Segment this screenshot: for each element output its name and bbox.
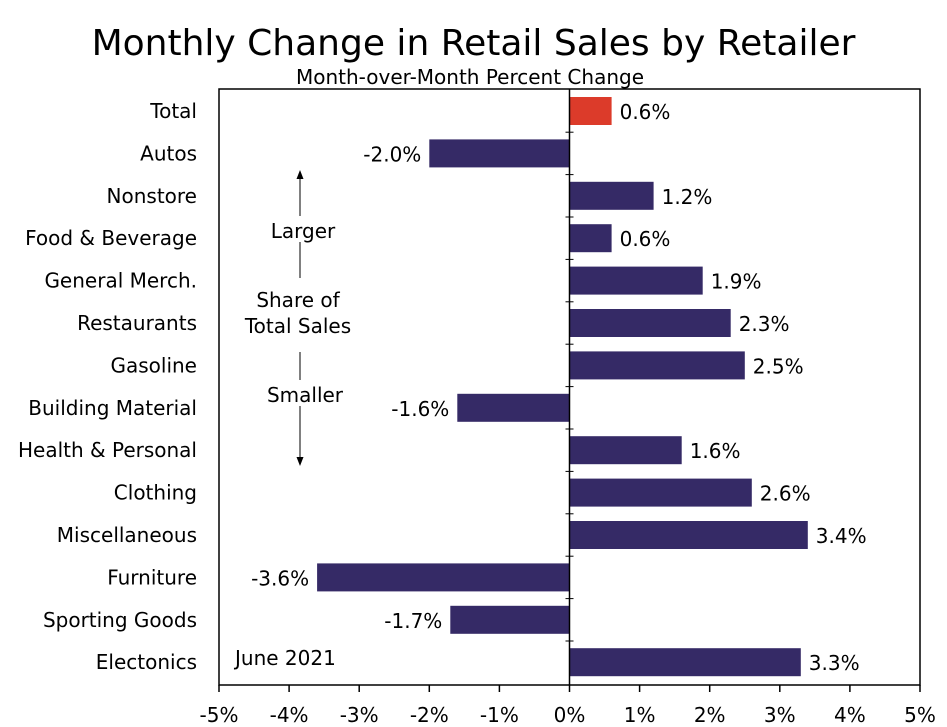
- x-tick-label: 0%: [554, 703, 586, 727]
- bar: [569, 436, 682, 465]
- bar: [569, 181, 654, 210]
- value-label: 3.4%: [816, 524, 867, 548]
- value-label: -3.6%: [251, 566, 309, 590]
- value-label: 2.3%: [739, 312, 790, 336]
- chart-subtitle: Month-over-Month Percent Change: [295, 65, 645, 89]
- category-label: Health & Personal: [18, 438, 197, 462]
- bars-layer: [317, 97, 808, 677]
- x-tick-label: 2%: [694, 703, 726, 727]
- category-label: Total: [149, 99, 197, 123]
- value-label: 2.6%: [760, 482, 811, 506]
- x-tick-label: -4%: [270, 703, 309, 727]
- x-tick-label: 1%: [624, 703, 656, 727]
- share-label-line1: Share of: [256, 288, 340, 312]
- bar: [569, 478, 752, 507]
- ticks-layer: [218, 131, 921, 692]
- category-label: Building Material: [28, 396, 197, 420]
- smaller-label: Smaller: [267, 383, 344, 407]
- larger-label: Larger: [271, 219, 336, 243]
- bar: [569, 224, 612, 253]
- category-label: Clothing: [114, 481, 197, 505]
- chart-title: Monthly Change in Retail Sales by Retail…: [91, 23, 856, 64]
- x-tick-label: 5%: [904, 703, 936, 727]
- category-label: Nonstore: [107, 184, 197, 208]
- value-label: 2.5%: [753, 354, 804, 378]
- category-label: Miscellaneous: [57, 523, 197, 547]
- category-label: Restaurants: [77, 311, 197, 335]
- value-label: -2.0%: [363, 142, 421, 166]
- value-label: -1.7%: [384, 609, 442, 633]
- bar: [450, 605, 570, 634]
- share-label-line2: Total Sales: [244, 314, 351, 338]
- bar: [569, 266, 703, 295]
- share-annotation: Larger Share of Total Sales Smaller: [240, 170, 360, 466]
- arrow-down-head: [296, 457, 304, 466]
- bar: [569, 351, 745, 380]
- value-label: 3.3%: [809, 651, 860, 675]
- category-label: Electonics: [96, 650, 197, 674]
- date-note: June 2021: [233, 646, 336, 670]
- x-tick-label: 3%: [764, 703, 796, 727]
- value-label: 0.6%: [620, 100, 671, 124]
- value-label: 1.9%: [711, 270, 762, 294]
- value-label: 0.6%: [620, 227, 671, 251]
- x-tick-label: -5%: [200, 703, 239, 727]
- x-tick-label: -1%: [480, 703, 519, 727]
- category-label: Sporting Goods: [43, 608, 197, 632]
- x-tick-label: -3%: [340, 703, 379, 727]
- value-label: 1.6%: [690, 439, 741, 463]
- bar: [569, 309, 731, 337]
- bar: [569, 648, 801, 677]
- x-tick-label: -2%: [410, 703, 449, 727]
- category-label: Autos: [140, 141, 197, 165]
- labels-layer: Total 0.6% Autos -2.0% Nonstore 1.2% Food & Be…: [18, 99, 936, 727]
- category-label: Food & Beverage: [25, 226, 197, 250]
- value-label: -1.6%: [391, 397, 449, 421]
- value-label: 1.2%: [662, 185, 713, 209]
- category-label: General Merch.: [44, 269, 197, 293]
- bar: [317, 563, 570, 592]
- x-tick-label: 4%: [834, 703, 866, 727]
- bar: [457, 393, 570, 422]
- bar: [569, 97, 612, 125]
- bar: [429, 139, 570, 168]
- category-label: Gasoline: [110, 353, 197, 377]
- category-label: Furniture: [107, 565, 197, 589]
- bar: [569, 521, 808, 549]
- arrow-up-head: [296, 170, 304, 179]
